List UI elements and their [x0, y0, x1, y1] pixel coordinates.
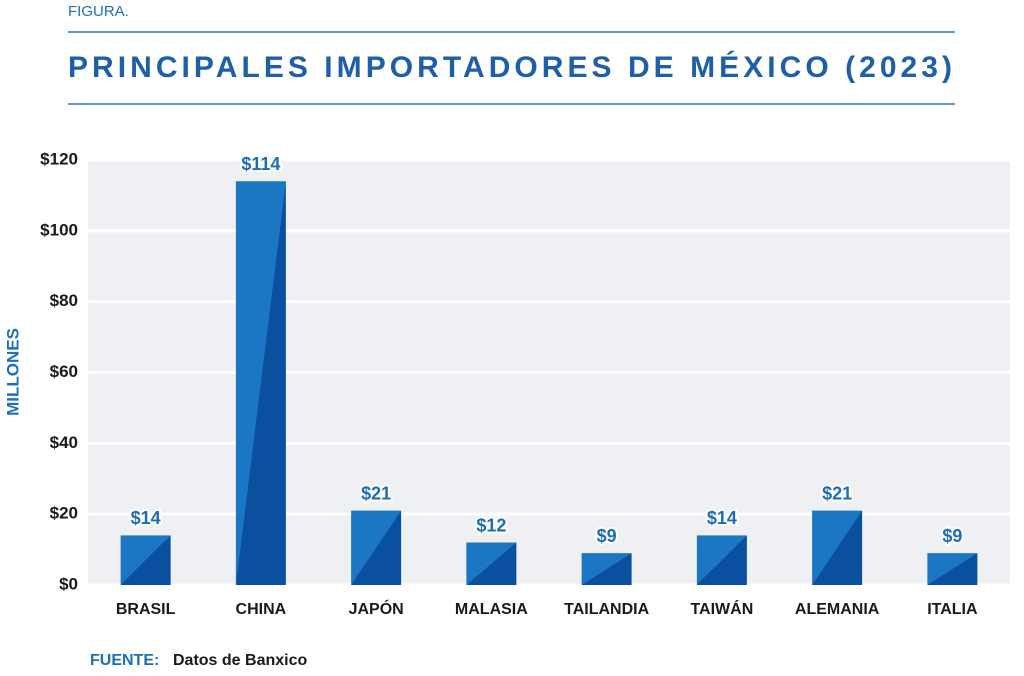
x-tick-label: JAPÓN: [349, 599, 404, 618]
y-tick-label: $0: [59, 574, 78, 593]
y-tick-label: $60: [50, 362, 78, 381]
bar: [581, 553, 632, 585]
value-label: $14: [131, 508, 161, 528]
x-tick-label: ALEMANIA: [795, 601, 880, 618]
x-tick-label: ITALIA: [927, 601, 978, 618]
x-tick-label: CHINA: [236, 601, 287, 618]
bar: [812, 510, 863, 585]
y-axis-label: MILLONES: [3, 328, 22, 416]
value-label: $12: [476, 515, 506, 535]
y-tick-label: $20: [50, 504, 78, 523]
bar: [351, 510, 402, 585]
x-tick-label: BRASIL: [116, 601, 176, 618]
x-tick-label: MALASIA: [455, 601, 528, 618]
y-tick-label: $40: [50, 433, 78, 452]
value-label: $21: [822, 483, 852, 503]
y-tick-label: $100: [40, 220, 78, 239]
y-tick-label: $120: [40, 149, 78, 168]
bar: [235, 181, 286, 585]
x-tick-label: TAILANDIA: [564, 601, 649, 618]
y-tick-label: $80: [50, 291, 78, 310]
value-label: $9: [942, 526, 962, 546]
x-tick-label: TAIWÁN: [690, 599, 753, 618]
bar: [696, 535, 747, 585]
bar: [927, 553, 978, 585]
source-text: Datos de Banxico: [173, 652, 307, 669]
bar: [120, 535, 171, 585]
value-label: $114: [241, 154, 280, 174]
value-label: $14: [707, 508, 737, 528]
bar: [466, 542, 517, 585]
source-label: FUENTE:: [90, 652, 159, 669]
chart-title: PRINCIPALES IMPORTADORES DE MÉXICO (2023…: [68, 50, 952, 84]
value-label: $21: [361, 483, 391, 503]
value-label: $9: [597, 526, 617, 546]
kicker: FIGURA.: [68, 3, 129, 20]
